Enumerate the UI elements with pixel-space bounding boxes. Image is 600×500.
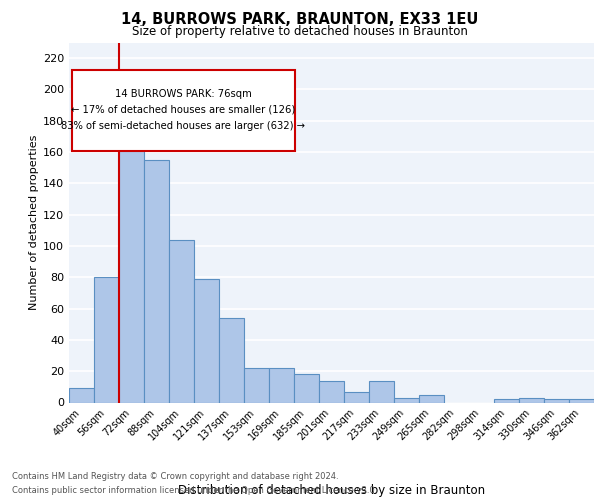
X-axis label: Distribution of detached houses by size in Braunton: Distribution of detached houses by size … (178, 484, 485, 497)
Bar (369, 380, 394, 402)
Bar (294, 374, 319, 402)
Bar (494, 400, 519, 402)
FancyBboxPatch shape (71, 70, 295, 150)
Bar (519, 398, 544, 402)
Bar (394, 398, 419, 402)
Text: 14 BURROWS PARK: 76sqm
← 17% of detached houses are smaller (126)
83% of semi-de: 14 BURROWS PARK: 76sqm ← 17% of detached… (61, 90, 305, 130)
Bar (194, 279, 219, 402)
Bar (169, 240, 194, 402)
Bar (544, 400, 569, 402)
Bar (94, 278, 119, 402)
Bar (119, 119, 144, 403)
Text: 14, BURROWS PARK, BRAUNTON, EX33 1EU: 14, BURROWS PARK, BRAUNTON, EX33 1EU (121, 12, 479, 28)
Bar (319, 380, 344, 402)
Y-axis label: Number of detached properties: Number of detached properties (29, 135, 39, 310)
Text: Contains HM Land Registry data © Crown copyright and database right 2024.: Contains HM Land Registry data © Crown c… (12, 472, 338, 481)
Text: Size of property relative to detached houses in Braunton: Size of property relative to detached ho… (132, 25, 468, 38)
Bar (569, 400, 594, 402)
Bar (344, 392, 369, 402)
Bar (69, 388, 94, 402)
Bar (219, 318, 244, 402)
Bar (244, 368, 269, 402)
Bar (269, 368, 294, 402)
Text: Contains public sector information licensed under the Open Government Licence v3: Contains public sector information licen… (12, 486, 377, 495)
Bar (144, 160, 169, 402)
Bar (419, 394, 444, 402)
